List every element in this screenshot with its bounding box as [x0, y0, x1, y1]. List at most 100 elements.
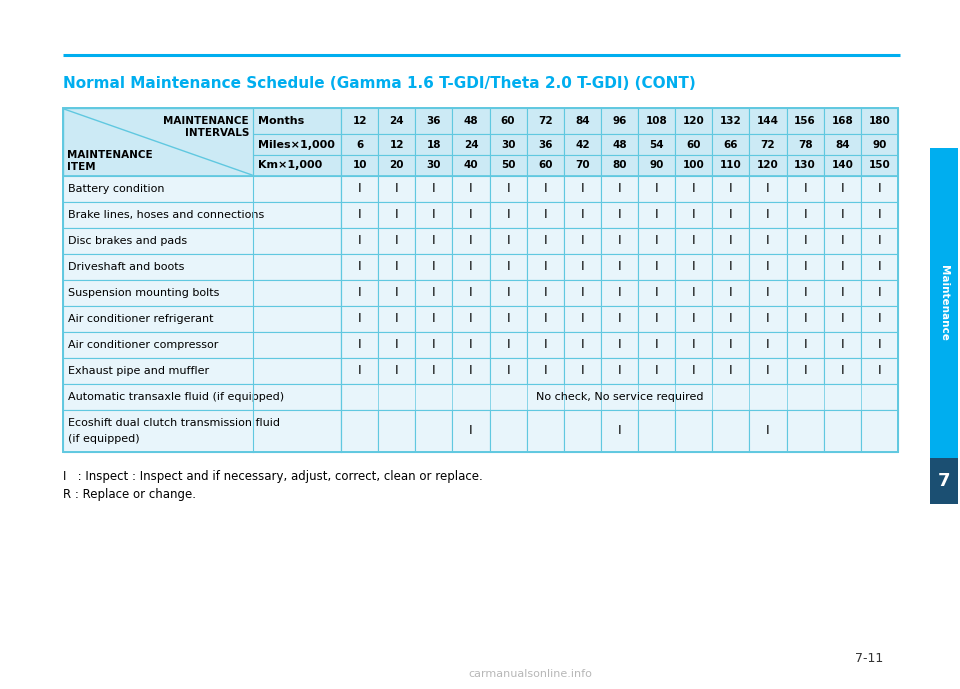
Text: 7-11: 7-11 [855, 652, 883, 664]
Text: I: I [469, 364, 472, 378]
Text: Km×1,000: Km×1,000 [258, 161, 323, 170]
Text: I: I [617, 260, 621, 274]
Bar [712, 410, 750, 452]
Bar [416, 358, 452, 384]
Text: Exhaust pipe and muffler: Exhaust pipe and muffler [68, 366, 209, 376]
Text: I: I [729, 234, 732, 247]
Text: I: I [729, 183, 732, 196]
Text: I: I [617, 183, 621, 196]
Bar [63, 306, 341, 332]
Text: I: I [655, 287, 659, 300]
Text: 60: 60 [501, 116, 516, 126]
Text: I: I [469, 209, 472, 221]
Bar [564, 155, 601, 176]
Bar [378, 134, 416, 155]
Bar [416, 332, 452, 358]
Bar [63, 254, 341, 280]
Bar [786, 280, 824, 306]
Text: I: I [804, 183, 807, 196]
Text: I   : Inspect : Inspect and if necessary, adjust, correct, clean or replace.: I : Inspect : Inspect and if necessary, … [63, 470, 483, 483]
Bar [341, 384, 898, 410]
Text: 140: 140 [831, 161, 853, 170]
Text: I: I [804, 234, 807, 247]
Text: 20: 20 [390, 161, 404, 170]
Text: 42: 42 [575, 139, 589, 150]
Bar [786, 155, 824, 176]
Text: I: I [432, 313, 436, 325]
Text: I: I [506, 313, 510, 325]
Bar [490, 410, 527, 452]
Bar [638, 358, 675, 384]
Text: 130: 130 [794, 161, 816, 170]
Bar [861, 108, 898, 134]
Text: I: I [766, 338, 770, 351]
Bar [601, 358, 638, 384]
Bar [527, 254, 564, 280]
Bar [564, 228, 601, 254]
Text: MAINTENANCE
ITEM: MAINTENANCE ITEM [67, 150, 153, 172]
Text: 48: 48 [612, 139, 627, 150]
Text: 80: 80 [612, 161, 627, 170]
Bar [63, 384, 341, 410]
Bar [786, 134, 824, 155]
Bar [824, 358, 861, 384]
Text: R : Replace or change.: R : Replace or change. [63, 488, 196, 501]
Bar [675, 332, 712, 358]
Bar [750, 176, 786, 202]
Bar [341, 306, 378, 332]
Bar [527, 332, 564, 358]
Text: 18: 18 [426, 139, 441, 150]
Bar [638, 306, 675, 332]
Bar [712, 280, 750, 306]
Bar [416, 176, 452, 202]
Bar [861, 254, 898, 280]
Bar [341, 332, 378, 358]
Bar [378, 155, 416, 176]
Text: I: I [469, 424, 472, 438]
Text: I: I [395, 234, 398, 247]
Bar [452, 358, 490, 384]
Bar [712, 332, 750, 358]
Text: I: I [841, 183, 844, 196]
Bar [490, 306, 527, 332]
Text: I: I [506, 234, 510, 247]
Bar [824, 306, 861, 332]
Text: I: I [692, 338, 696, 351]
Text: I: I [469, 338, 472, 351]
Bar [253, 134, 341, 155]
Text: Air conditioner refrigerant: Air conditioner refrigerant [68, 314, 213, 324]
Bar [712, 254, 750, 280]
Bar [341, 254, 378, 280]
Text: I: I [804, 260, 807, 274]
Text: I: I [358, 183, 361, 196]
Text: I: I [506, 260, 510, 274]
Text: 84: 84 [835, 139, 850, 150]
Text: I: I [543, 364, 547, 378]
Text: I: I [766, 209, 770, 221]
Bar [750, 410, 786, 452]
Text: Miles×1,000: Miles×1,000 [258, 139, 335, 150]
Bar [638, 108, 675, 134]
Bar [675, 155, 712, 176]
Text: 36: 36 [538, 139, 553, 150]
Bar [416, 108, 452, 134]
Bar [63, 332, 341, 358]
Bar [675, 134, 712, 155]
Bar [638, 228, 675, 254]
Bar [416, 280, 452, 306]
Text: I: I [877, 313, 881, 325]
Text: 144: 144 [757, 116, 779, 126]
Text: I: I [395, 209, 398, 221]
Text: 120: 120 [683, 116, 705, 126]
Bar [416, 228, 452, 254]
Bar [675, 358, 712, 384]
Text: I: I [469, 287, 472, 300]
Text: I: I [655, 338, 659, 351]
Bar [861, 228, 898, 254]
Text: Suspension mounting bolts: Suspension mounting bolts [68, 288, 220, 298]
Bar [675, 176, 712, 202]
Bar [638, 202, 675, 228]
Text: I: I [841, 234, 844, 247]
Bar [675, 410, 712, 452]
Bar [341, 176, 378, 202]
